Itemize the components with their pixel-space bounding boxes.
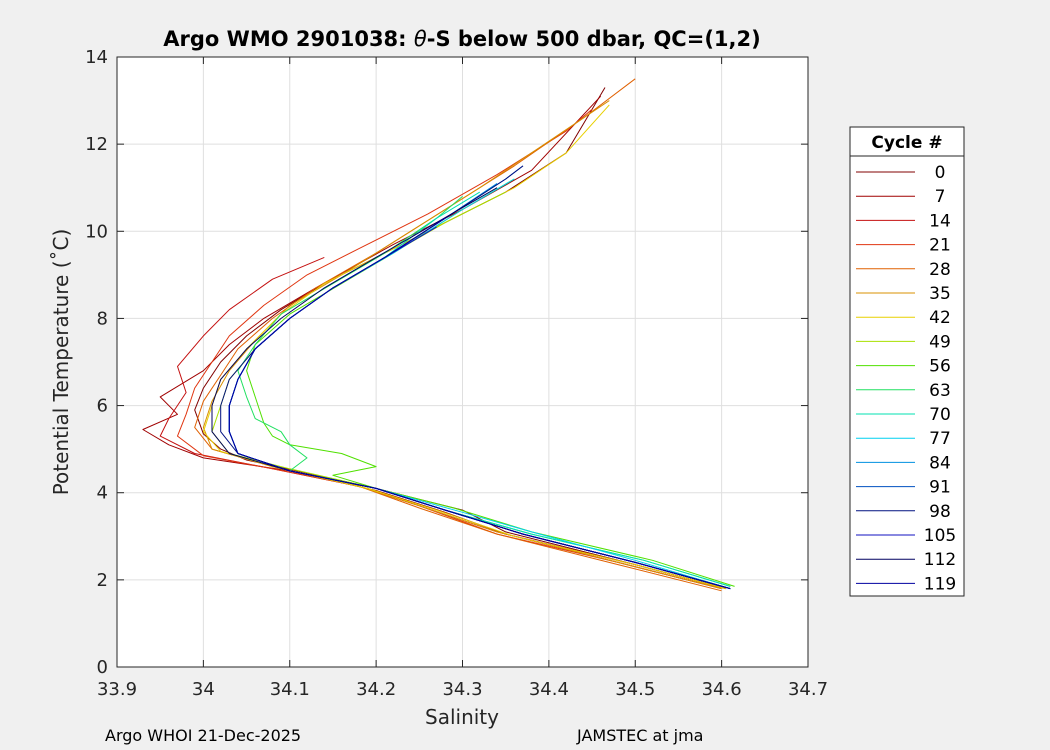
- legend-label: 119: [924, 574, 956, 594]
- x-tick-label: 34.2: [356, 679, 396, 700]
- legend-label: 49: [929, 332, 951, 352]
- legend-label: 84: [929, 453, 951, 473]
- legend-label: 112: [924, 550, 956, 570]
- y-tick-label: 2: [97, 570, 108, 591]
- profile-lines: [142, 78, 735, 592]
- series-line-cycle-119: [228, 217, 731, 590]
- legend-label: 28: [929, 260, 951, 280]
- x-axis-label: Salinity: [425, 705, 499, 729]
- legend: Cycle # 0 7 14 21 28 35 42 49 56 63 70 77 84 91 98 105 1…: [849, 126, 965, 597]
- chart-title: Argo WMO 2901038: θ-S below 500 dbar, QC…: [163, 27, 760, 51]
- legend-label: 0: [935, 163, 946, 183]
- x-tick-label: 34.3: [442, 679, 482, 700]
- x-tick-label: 34.7: [788, 679, 828, 700]
- x-tick-label: 34.4: [529, 679, 569, 700]
- y-tick-label: 4: [97, 483, 108, 504]
- x-tick-label: 34.1: [270, 679, 310, 700]
- y-tick-label: 0: [97, 657, 108, 678]
- series-line-cycle-35: [202, 100, 722, 590]
- y-axis-ticks: 0 2 4 6 8 10 12 14: [85, 47, 808, 678]
- legend-label: 77: [929, 429, 951, 449]
- y-tick-label: 6: [97, 396, 108, 417]
- y-tick-label: 8: [97, 308, 108, 329]
- legend-label: 14: [929, 211, 951, 231]
- legend-label: 35: [929, 284, 951, 304]
- x-tick-label: 34.6: [702, 679, 742, 700]
- legend-label: 63: [929, 381, 951, 401]
- y-tick-label: 12: [85, 134, 108, 155]
- legend-label: 91: [929, 478, 951, 498]
- x-axis-ticks: 33.9 34 34.1 34.2 34.3 34.4 34.5 34.6 34.7: [97, 57, 828, 700]
- footer-left: Argo WHOI 21-Dec-2025: [105, 726, 302, 745]
- x-tick-label: 34: [192, 679, 215, 700]
- legend-label: 21: [929, 236, 951, 256]
- y-tick-label: 10: [85, 221, 108, 242]
- legend-label: 7: [935, 187, 946, 207]
- legend-label: 56: [929, 357, 951, 377]
- legend-title: Cycle #: [871, 133, 942, 153]
- legend-box: [849, 126, 965, 597]
- x-tick-label: 34.5: [615, 679, 655, 700]
- legend-label: 70: [929, 405, 951, 425]
- x-tick-label: 33.9: [97, 679, 137, 700]
- y-tick-label: 14: [85, 47, 108, 68]
- series-line-cycle-7: [142, 95, 727, 590]
- y-axis-label: Potential Temperature (˚C): [49, 229, 73, 496]
- series-line-cycle-56: [246, 178, 735, 587]
- footer-right: JAMSTEC at jma: [577, 726, 704, 745]
- legend-label: 105: [924, 526, 956, 546]
- legend-label: 42: [929, 308, 951, 328]
- legend-label: 98: [929, 502, 951, 522]
